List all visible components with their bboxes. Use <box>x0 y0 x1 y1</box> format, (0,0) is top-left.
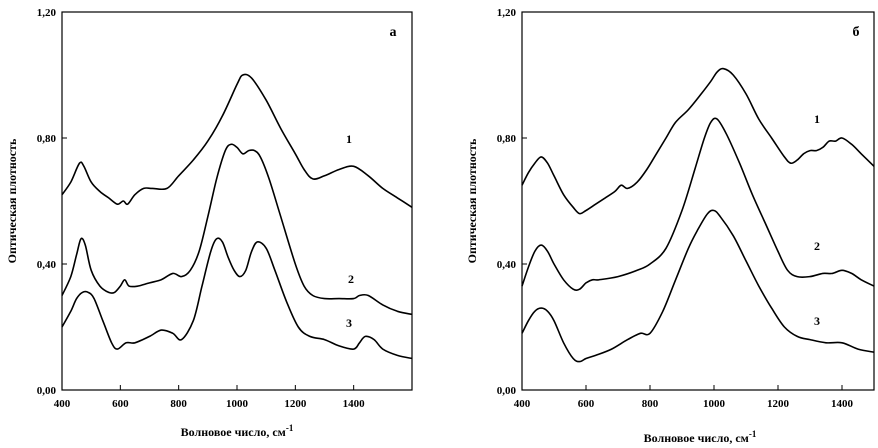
y-tick-label-b-1: 0,40 <box>497 259 517 271</box>
chart-panel-b: 0,00 0,40 0,80 1,20 400 600 800 1000 1200 1400 б… <box>465 7 875 445</box>
y-tick-label-a-0: 0,00 <box>37 385 57 397</box>
y-tick-label-a-2: 0,80 <box>37 133 57 145</box>
series-label-a-3: 3 <box>346 316 352 330</box>
y-axis-title-b: Оптическая плотность <box>465 138 479 263</box>
chart-panel-a: 0,00 0,40 0,80 1,20 400 600 800 1000 1200 1400 а… <box>5 7 413 439</box>
x-axis-title-text-a: Волновое число, см <box>181 425 286 439</box>
y-tick-label-b-3: 1,20 <box>497 7 517 19</box>
plot-frame-a <box>61 11 413 391</box>
x-tick-label-a-0: 400 <box>54 398 71 410</box>
x-tick-label-a-2: 800 <box>170 398 187 410</box>
y-tick-label-a-3: 1,20 <box>37 7 57 19</box>
x-tick-label-b-0: 400 <box>514 398 531 410</box>
x-axis-title-b: Волновое число, см-1 <box>644 429 757 445</box>
series-label-a-1: 1 <box>346 132 352 146</box>
series-line-b-3 <box>521 209 875 363</box>
y-axis-a: 0,00 0,40 0,80 1,20 <box>37 7 67 397</box>
x-axis-b: 400 600 800 1000 1200 1400 <box>514 385 854 410</box>
panel-label-a: а <box>390 25 397 40</box>
x-tick-label-b-5: 1400 <box>831 398 854 410</box>
series-line-b-2 <box>521 117 875 292</box>
series-group-b <box>521 67 875 363</box>
x-tick-label-b-4: 1200 <box>767 398 790 410</box>
x-tick-label-a-1: 600 <box>112 398 129 410</box>
x-axis-title-unit-a: -1 <box>286 423 294 433</box>
x-tick-label-a-3: 1000 <box>226 398 249 410</box>
series-label-b-2: 2 <box>814 239 820 253</box>
series-group-a <box>61 73 413 360</box>
x-tick-label-b-3: 1000 <box>703 398 726 410</box>
y-tick-label-b-2: 0,80 <box>497 133 517 145</box>
series-line-a-2 <box>61 143 413 316</box>
series-line-a-3 <box>61 237 413 360</box>
series-label-b-3: 3 <box>814 314 820 328</box>
panel-label-b: б <box>853 25 860 40</box>
x-axis-title-unit-b: -1 <box>749 429 757 439</box>
y-axis-b: 0,00 0,40 0,80 1,20 <box>497 7 527 397</box>
x-tick-label-b-1: 600 <box>578 398 595 410</box>
x-axis-title-a: Волновое число, см-1 <box>181 423 294 439</box>
series-line-a-1 <box>61 73 413 208</box>
series-label-b-1: 1 <box>814 112 820 126</box>
y-tick-label-a-1: 0,40 <box>37 259 57 271</box>
x-tick-label-b-2: 800 <box>642 398 659 410</box>
series-line-b-1 <box>521 67 875 215</box>
series-label-a-2: 2 <box>348 272 354 286</box>
plot-frame-b <box>521 11 875 391</box>
x-axis-a: 400 600 800 1000 1200 1400 <box>54 385 365 410</box>
y-axis-title-a: Оптическая плотность <box>5 138 19 263</box>
x-axis-title-text-b: Волновое число, см <box>644 431 749 445</box>
y-tick-label-b-0: 0,00 <box>497 385 517 397</box>
x-tick-label-a-4: 1200 <box>284 398 307 410</box>
x-tick-label-a-5: 1400 <box>343 398 366 410</box>
